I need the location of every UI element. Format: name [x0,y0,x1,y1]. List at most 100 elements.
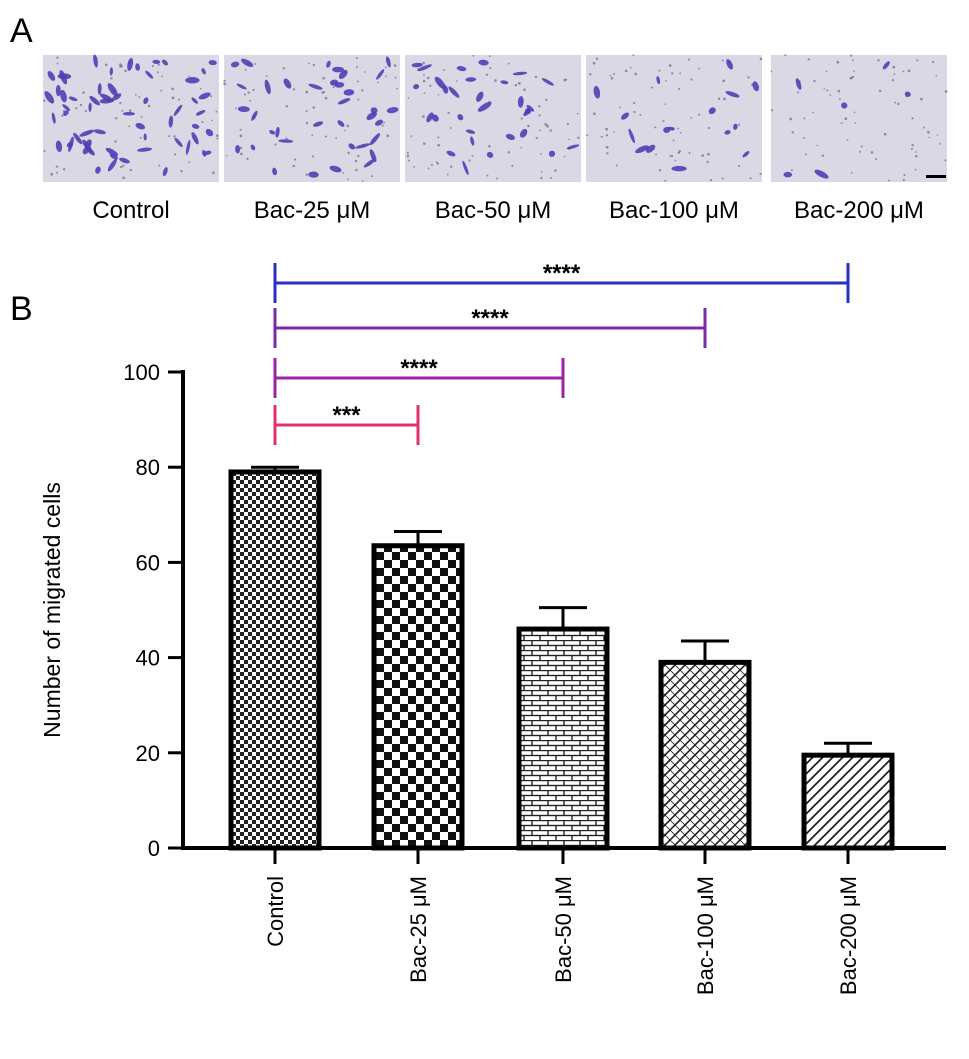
debris-dot [677,151,681,154]
debris-dot [385,75,387,78]
debris-dot [791,131,794,134]
stained-cell [726,59,734,70]
debris-dot [135,94,137,96]
debris-dot [171,87,175,91]
stained-cell [566,144,580,150]
debris-dot [282,67,286,70]
debris-dot [129,168,133,172]
debris-dot [920,97,923,101]
debris-dot [690,116,693,119]
debris-dot [347,151,350,155]
debris-dot [247,91,250,94]
debris-dot [344,129,346,132]
stained-cell [109,153,119,160]
debris-dot [188,75,190,78]
debris-dot [312,106,316,109]
stained-cell [278,139,294,143]
debris-dot [679,72,682,75]
stained-cell [152,59,161,64]
debris-dot [829,94,832,96]
debris-dot [254,63,257,65]
debris-dot [854,122,857,124]
stained-cell [73,132,83,145]
debris-dot [381,124,384,127]
debris-dot [84,110,88,113]
debris-dot [56,62,59,65]
stained-cell [725,91,740,98]
debris-dot [538,105,541,108]
debris-dot [383,121,386,124]
debris-dot [816,144,819,147]
stained-cell [708,107,716,115]
debris-dot [870,151,874,154]
significance-brackets: *************** [273,260,850,445]
debris-dot [43,149,46,153]
stained-cell [434,76,446,90]
stained-cell [841,102,848,109]
debris-dot [62,167,66,171]
debris-dot [422,61,425,65]
stained-cell [79,129,94,137]
stained-cell [112,93,122,101]
debris-dot [423,74,425,76]
stained-cell [236,83,247,90]
stained-cell [283,78,292,89]
debris-dot [437,93,440,96]
y-tick-label: 100 [123,360,160,385]
debris-dot [104,63,108,67]
debris-dot [285,137,288,140]
debris-dot [174,153,177,156]
debris-dot [592,61,596,65]
debris-dot [180,170,183,173]
stained-cell [329,165,342,173]
stained-cell [369,149,377,163]
stained-cell [51,112,56,124]
debris-dot [396,87,398,90]
debris-dot [737,164,741,168]
debris-dot [897,102,900,106]
stained-cell [107,83,118,97]
stained-cell [168,115,174,128]
bar-1 [228,469,322,851]
x-category-label: Control [263,876,288,947]
stained-cell [904,91,911,97]
micrograph-1: Control [43,54,219,224]
debris-dot [932,60,935,64]
debris-dot [717,97,721,100]
debris-dot [790,169,793,172]
debris-dot [56,171,58,174]
debris-dot [633,101,636,105]
debris-dot [61,114,64,117]
debris-dot [511,164,514,167]
stained-cell [814,169,829,179]
debris-dot [851,75,855,79]
debris-dot [605,127,609,131]
debris-dot [215,134,219,137]
debris-dot [797,91,800,94]
debris-dot [363,71,366,73]
debris-dot [354,159,358,163]
debris-dot [593,112,596,115]
debris-dot [160,89,163,92]
debris-dot [892,65,896,69]
stained-cell [195,110,206,116]
debris-dot [554,169,557,172]
debris-dot [910,147,914,151]
debris-dot [223,79,226,83]
debris-dot [240,152,243,156]
debris-dot [394,76,397,79]
micrograph-label: Bac-200 μM [794,197,924,224]
debris-dot [423,92,426,94]
debris-dot [850,54,853,57]
debris-dot [158,164,161,167]
debris-dot [664,103,667,105]
debris-dot [138,96,141,98]
debris-dot [606,152,609,155]
stained-cell [82,147,90,155]
debris-dot [838,98,841,101]
debris-dot [662,120,665,123]
debris-dot [471,154,474,157]
y-tick-label: 60 [136,550,160,575]
debris-dot [706,160,709,164]
debris-dot [422,79,426,83]
